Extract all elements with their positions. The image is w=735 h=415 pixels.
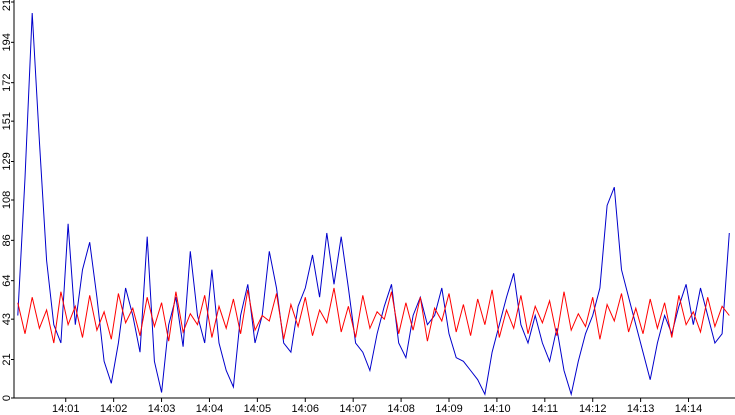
x-tick-label: 14:07 <box>339 403 367 415</box>
x-tick-label: 14:02 <box>100 403 128 415</box>
y-tick-label: 151 <box>1 112 13 130</box>
series-line <box>17 287 730 344</box>
x-tick-label: 14:06 <box>292 403 320 415</box>
y-tick-label: 129 <box>1 152 13 170</box>
x-tick-label: 14:14 <box>675 403 703 415</box>
x-tick-label: 14:01 <box>52 403 80 415</box>
x-tick-label: 14:11 <box>531 403 558 415</box>
x-tick-label: 14:12 <box>579 403 607 415</box>
x-tick-label: 14:04 <box>196 403 224 415</box>
x-tick-label: 14:09 <box>435 403 463 415</box>
y-tick-label: 194 <box>1 33 13 51</box>
y-tick-label: 0 <box>1 395 13 401</box>
y-tick-label: 21 <box>1 353 13 365</box>
y-tick-label: 108 <box>1 191 13 209</box>
y-tick-label: 172 <box>1 73 13 91</box>
x-tick-label: 14:05 <box>244 403 272 415</box>
y-tick-label: 216 <box>1 0 13 11</box>
x-tick-label: 14:08 <box>387 403 415 415</box>
x-tick-label: 14:10 <box>483 403 511 415</box>
y-tick-label: 64 <box>1 275 13 287</box>
series-line <box>17 12 730 397</box>
y-tick-label: 86 <box>1 234 13 246</box>
y-tick-label: 43 <box>1 313 13 325</box>
x-tick-label: 14:13 <box>627 403 655 415</box>
x-tick-label: 14:03 <box>148 403 176 415</box>
